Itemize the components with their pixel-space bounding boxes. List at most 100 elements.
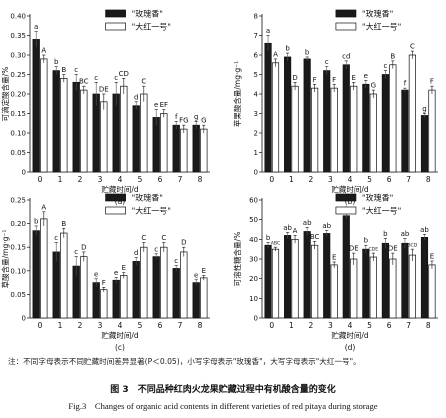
significance-letter: b [54, 58, 59, 66]
chart-panel-3: 00.050.100.150.200.25草酸含量/mg·g⁻¹0bA1cB2c… [0, 193, 210, 352]
bar-series-2 [100, 289, 108, 319]
bar-series-2 [389, 258, 397, 319]
x-tick-label: 4 [348, 175, 353, 184]
bar-series-1 [420, 115, 429, 173]
bar-series-1 [32, 230, 40, 319]
significance-letter: ABC [271, 241, 280, 247]
y-axis-label: 可滴定酸含量/% [0, 67, 10, 122]
legend-swatch [335, 22, 357, 31]
bar-series-2 [291, 238, 299, 319]
x-axis-label: 贮藏时间/d [331, 330, 369, 340]
x-tick-label: 7 [178, 175, 183, 184]
x-tick-label: 7 [406, 175, 411, 184]
significance-letter: ab [322, 222, 331, 230]
bar-series-2 [80, 89, 88, 173]
bar-series-2 [271, 248, 280, 319]
bar-series-2 [40, 58, 48, 173]
significance-letter: B [390, 52, 395, 60]
significance-letter: F [102, 279, 106, 287]
bar-series-1 [112, 279, 120, 319]
y-tick-label: 20 [249, 275, 258, 283]
significance-letter: a [266, 27, 270, 35]
bar-series-1 [132, 105, 140, 173]
significance-letter: g [422, 105, 426, 113]
bar-series-2 [291, 85, 299, 173]
y-tick-label: 0.10 [10, 267, 26, 275]
bar-series-1 [401, 89, 409, 173]
x-tick-label: 0 [269, 175, 274, 184]
panel-label: (c) [115, 343, 125, 352]
bar-series-2 [200, 277, 208, 319]
significance-letter: c [54, 234, 58, 242]
x-tick-label: 2 [308, 175, 313, 184]
bar-series-1 [303, 231, 311, 319]
bar-series-1 [323, 70, 331, 173]
significance-letter: E [352, 74, 356, 82]
y-tick-label: 2 [254, 130, 258, 138]
bar-series-2 [60, 78, 68, 173]
significance-letter: c [154, 245, 158, 253]
x-tick-label: 8 [426, 321, 431, 330]
bar-series-1 [172, 124, 180, 173]
significance-letter: c [114, 74, 118, 82]
significance-letter: c [74, 248, 78, 256]
significance-letter: b [364, 237, 369, 245]
bar-series-2 [369, 256, 377, 319]
significance-letter: b [383, 230, 388, 238]
bar-series-1 [420, 237, 429, 319]
y-tick-label: 0 [22, 169, 26, 177]
bar-series-1 [152, 256, 160, 319]
legend-label: "玫瑰香" [362, 193, 393, 203]
significance-letter: E [332, 253, 336, 261]
bar-series-2 [408, 54, 416, 173]
significance-letter: DE [388, 245, 398, 253]
x-tick-label: 5 [367, 175, 372, 184]
bar-series-2 [180, 128, 188, 173]
x-axis-label: 贮藏时间/d [331, 184, 369, 194]
bar-series-1 [323, 233, 331, 319]
bar-series-1 [192, 124, 200, 173]
y-tick-label: 0.25 [10, 71, 26, 79]
bar-series-2 [160, 113, 168, 173]
bar-series-1 [52, 251, 60, 319]
legend-swatch [335, 9, 357, 18]
bar-series-2 [330, 87, 338, 173]
x-tick-label: 6 [387, 175, 392, 184]
significance-letter: E [430, 252, 434, 260]
significance-letter: ab [283, 224, 292, 232]
bar-series-2 [160, 246, 168, 319]
bar-series-1 [264, 244, 272, 319]
significance-letter: b [266, 234, 271, 242]
panel-label: (d) [345, 343, 356, 352]
significance-letter: C [141, 78, 146, 86]
significance-letter: D [292, 74, 297, 82]
x-tick-label: 6 [158, 321, 163, 330]
bar-series-1 [264, 42, 272, 173]
significance-letter: ab [401, 230, 410, 238]
x-tick-label: 4 [118, 321, 123, 330]
x-tick-label: 2 [308, 321, 313, 330]
y-tick-label: 0.15 [10, 244, 26, 252]
significance-letter: EF [160, 101, 168, 109]
legend-label: "大红一号" [132, 206, 171, 216]
legend-swatch [105, 206, 126, 215]
significance-letter: CDE [368, 247, 378, 253]
y-tick-label: 0.05 [10, 149, 26, 157]
y-tick-label: 0.20 [10, 220, 26, 228]
x-tick-label: 0 [38, 321, 43, 330]
legend-label: "大红一号" [362, 206, 401, 216]
significance-letter: BC [310, 233, 320, 241]
significance-letter: ab [303, 219, 312, 227]
significance-letter: FG [179, 117, 188, 125]
x-tick-label: 1 [58, 175, 63, 184]
significance-letter: e [154, 101, 158, 109]
y-tick-label: 3 [254, 110, 258, 118]
bar-series-1 [401, 242, 409, 319]
y-tick-label: 0.40 [10, 13, 26, 21]
significance-letter: c [94, 74, 98, 82]
bar-series-2 [311, 244, 319, 319]
x-tick-label: 1 [289, 321, 294, 330]
bar-series-2 [100, 101, 108, 173]
bar-series-2 [80, 256, 88, 319]
y-tick-label: 0 [22, 315, 26, 323]
